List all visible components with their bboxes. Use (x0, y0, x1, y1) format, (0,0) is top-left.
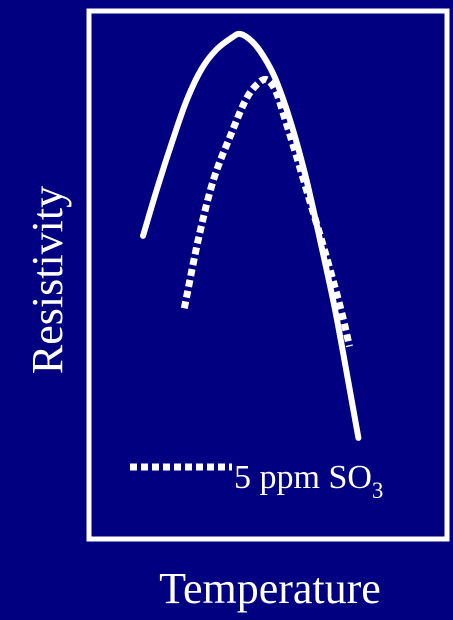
x-axis-label: Temperature (159, 564, 381, 613)
legend-entry-subscript: 3 (372, 478, 384, 503)
series-line-5ppm-so3 (180, 75, 353, 348)
legend-entry-label: 5 ppm SO3 (234, 459, 383, 503)
legend-entry-text: 5 ppm SO (234, 459, 372, 496)
y-axis-label: Resistivity (23, 186, 72, 374)
series-line-baseline (140, 30, 362, 441)
plot-frame (86, 8, 450, 542)
